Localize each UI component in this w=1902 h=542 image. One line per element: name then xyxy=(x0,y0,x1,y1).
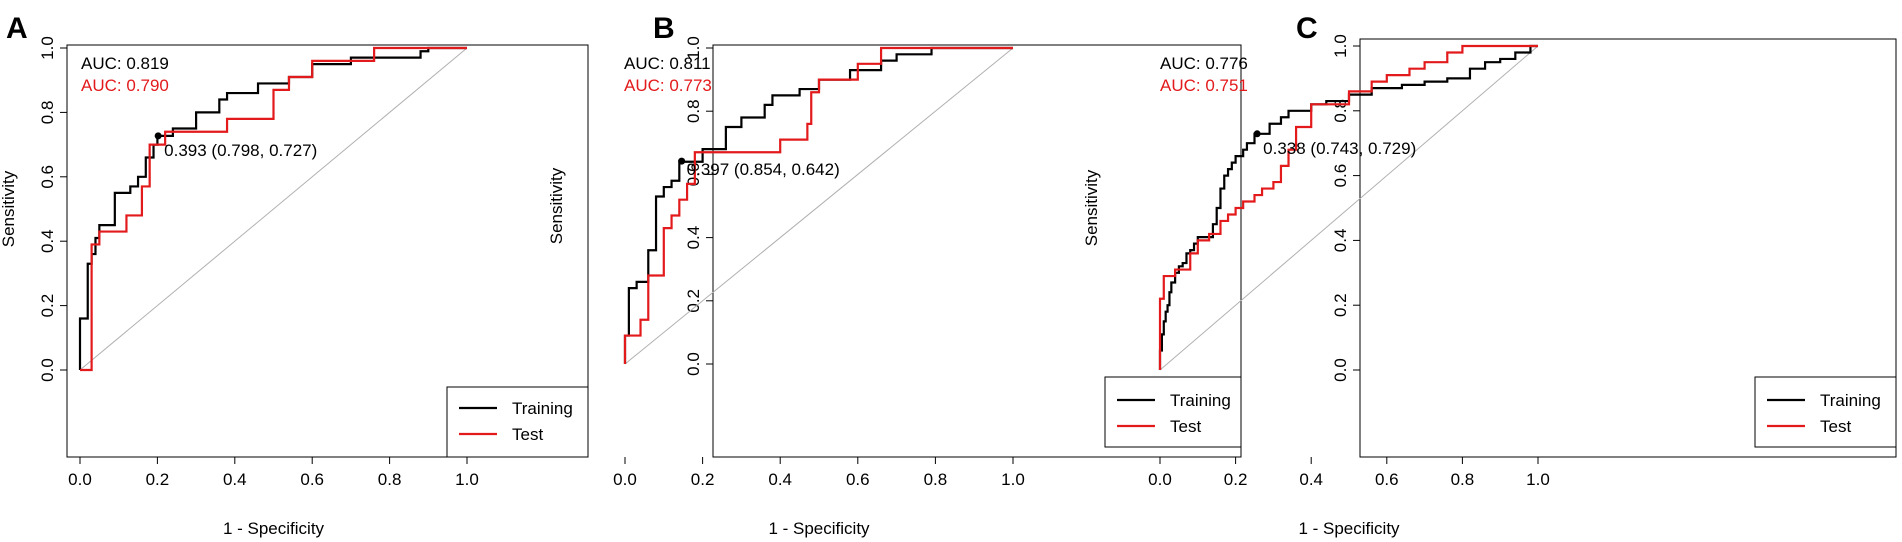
x-tick-labels: 0.0 0.2 0.4 0.6 0.8 1.0 xyxy=(1148,470,1550,489)
axis-ticks xyxy=(60,47,468,464)
legend: Training Test xyxy=(1754,376,1897,448)
legend-box xyxy=(446,386,589,458)
legend: Training Test xyxy=(446,386,589,458)
y-tick-label: 1.0 xyxy=(1331,34,1350,58)
panel-label: C xyxy=(1296,12,1318,45)
y-tick-labels: 0.0 0.2 0.4 0.6 0.8 1.0 xyxy=(1331,34,1350,382)
roc-curve-test xyxy=(623,46,1013,364)
x-tick-label: 1.0 xyxy=(455,470,479,489)
y-tick-label: 0.2 xyxy=(38,294,57,318)
x-tick-label: 0.2 xyxy=(146,470,170,489)
x-tick-label: 0.0 xyxy=(613,470,637,489)
y-axis-label: Sensitivity xyxy=(0,170,18,247)
x-tick-label: 0.8 xyxy=(1451,470,1475,489)
chance-diagonal xyxy=(79,47,468,371)
threshold-label: 0.338 (0.743, 0.729) xyxy=(1263,139,1416,158)
roc-panel-c: C 0.0 0.2 0.4 0.6 0.8 1.0 0.0 0.2 0.4 0.… xyxy=(1082,12,1897,538)
x-tick-label: 0.4 xyxy=(768,470,792,489)
x-tick-label: 0.8 xyxy=(378,470,402,489)
x-tick-label: 0.2 xyxy=(691,470,715,489)
x-tick-label: 0.2 xyxy=(1224,470,1248,489)
threshold-point xyxy=(154,132,162,140)
roc-panel-b: B 0.0 0.2 0.4 0.6 0.8 1.0 0.0 0.2 0.4 0.… xyxy=(547,12,1242,538)
legend-box xyxy=(1104,376,1242,448)
y-tick-label: 0.6 xyxy=(1331,164,1350,188)
x-tick-label: 0.0 xyxy=(1148,470,1172,489)
chance-diagonal xyxy=(1159,45,1539,371)
threshold-label: 0.393 (0.798, 0.727) xyxy=(164,141,317,160)
y-tick-label: 1.0 xyxy=(684,36,703,60)
legend-box xyxy=(1754,376,1897,448)
axis-ticks xyxy=(624,47,1014,464)
y-tick-label: 0.0 xyxy=(684,352,703,376)
x-tick-label: 0.6 xyxy=(1375,470,1399,489)
y-axis-label: Sensitivity xyxy=(1082,169,1101,246)
x-axis-label: 1 - Specificity xyxy=(1298,519,1400,538)
chance-diagonal xyxy=(624,47,1014,365)
auc-training: AUC: 0.776 xyxy=(1160,54,1248,73)
auc-test: AUC: 0.790 xyxy=(81,76,169,95)
x-axis-label: 1 - Specificity xyxy=(223,519,325,538)
x-tick-labels: 0.0 0.2 0.4 0.6 0.8 1.0 xyxy=(68,470,479,489)
auc-test: AUC: 0.773 xyxy=(624,76,712,95)
y-tick-label: 0.6 xyxy=(38,165,57,189)
threshold-label: 0.397 (0.854, 0.642) xyxy=(687,160,840,179)
y-tick-label: 0.0 xyxy=(1331,358,1350,382)
legend-label-test: Test xyxy=(1170,417,1201,436)
y-tick-labels: 0.0 0.2 0.4 0.6 0.8 1.0 xyxy=(684,36,703,376)
roc-panel-a: A 0.0 0.2 0.4 0.6 0.8 1.0 0.0 0.2 0.4 0.… xyxy=(0,12,589,538)
y-tick-label: 0.6 xyxy=(684,163,703,187)
y-tick-label: 0.8 xyxy=(38,101,57,125)
plot-frame xyxy=(1359,38,1897,458)
y-tick-label: 0.8 xyxy=(684,99,703,123)
legend-label-training: Training xyxy=(1170,391,1231,410)
x-tick-label: 0.8 xyxy=(924,470,948,489)
legend-label-test: Test xyxy=(1820,417,1851,436)
y-axis-label: Sensitivity xyxy=(547,167,566,244)
x-tick-label: 0.6 xyxy=(846,470,870,489)
y-tick-label: 0.4 xyxy=(684,226,703,250)
y-tick-labels: 0.0 0.2 0.4 0.6 0.8 1.0 xyxy=(38,36,57,382)
x-tick-label: 1.0 xyxy=(1526,470,1550,489)
plot-frame xyxy=(66,44,589,458)
x-tick-label: 0.4 xyxy=(1299,470,1323,489)
panel-label: A xyxy=(6,12,28,45)
roc-curve-training xyxy=(623,46,1013,364)
legend-label-training: Training xyxy=(512,399,573,418)
y-tick-label: 0.0 xyxy=(38,358,57,382)
auc-training: AUC: 0.811 xyxy=(624,54,711,73)
threshold-point xyxy=(1253,130,1261,138)
auc-training: AUC: 0.819 xyxy=(81,54,169,73)
x-tick-label: 0.0 xyxy=(68,470,92,489)
x-tick-label: 0.6 xyxy=(300,470,324,489)
x-axis-label: 1 - Specificity xyxy=(768,519,870,538)
plot-frame xyxy=(712,44,1242,458)
y-tick-label: 1.0 xyxy=(38,36,57,60)
roc-curve-test xyxy=(80,46,467,372)
roc-curve-test xyxy=(1158,44,1538,370)
roc-curve-training xyxy=(1158,44,1538,370)
legend: Training Test xyxy=(1104,376,1242,448)
y-tick-label: 0.2 xyxy=(1331,293,1350,317)
auc-test: AUC: 0.751 xyxy=(1160,76,1248,95)
panel-label: B xyxy=(653,12,675,45)
x-tick-label: 0.4 xyxy=(223,470,247,489)
x-tick-label: 1.0 xyxy=(1001,470,1025,489)
y-tick-label: 0.4 xyxy=(38,229,57,253)
y-tick-label: 0.8 xyxy=(1331,99,1350,123)
y-tick-label: 0.2 xyxy=(684,289,703,313)
y-tick-label: 0.4 xyxy=(1331,229,1350,253)
x-tick-labels: 0.0 0.2 0.4 0.6 0.8 1.0 xyxy=(613,470,1025,489)
axis-ticks xyxy=(1159,45,1539,464)
legend-label-training: Training xyxy=(1820,391,1881,410)
legend-label-test: Test xyxy=(512,425,543,444)
threshold-point xyxy=(678,157,686,165)
